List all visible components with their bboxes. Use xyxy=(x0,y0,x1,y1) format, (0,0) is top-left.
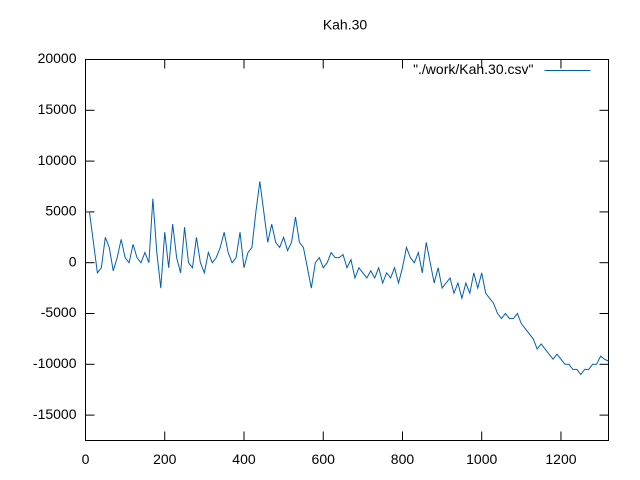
y-tick-label: 10000 xyxy=(38,152,77,168)
x-tick-label: 200 xyxy=(153,451,177,467)
x-tick-label: 1000 xyxy=(466,451,497,467)
plot-border xyxy=(85,59,609,441)
x-tick-label: 1200 xyxy=(545,451,576,467)
data-line xyxy=(85,181,609,376)
y-tick-label: 15000 xyxy=(38,101,77,117)
x-tick-label: 600 xyxy=(312,451,336,467)
chart-title: Kah.30 xyxy=(323,17,368,33)
x-tick-label: 800 xyxy=(391,451,415,467)
legend-label: "./work/Kah.30.csv" xyxy=(413,61,533,77)
y-tick-label: 5000 xyxy=(45,203,76,219)
y-tick-label: 20000 xyxy=(38,50,77,66)
x-tick-label: 0 xyxy=(82,451,90,467)
y-tick-label: 0 xyxy=(69,253,77,269)
y-tick-label: -15000 xyxy=(33,406,77,422)
y-tick-label: -5000 xyxy=(41,304,77,320)
x-tick-label: 400 xyxy=(232,451,256,467)
y-tick-label: -10000 xyxy=(33,355,77,371)
